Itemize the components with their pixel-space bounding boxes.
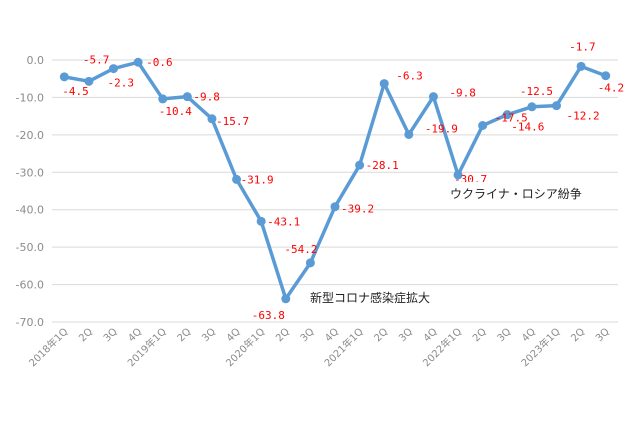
data-point [281,294,291,304]
data-label: -54.2 [284,243,317,256]
data-point [502,110,512,120]
data-label: -9.8 [449,87,476,100]
data-point [551,101,561,111]
data-point [453,170,463,180]
data-label: -31.9 [241,173,274,186]
data-point [330,202,340,212]
y-tick-label: -70.0 [16,316,44,329]
data-point [576,61,586,71]
data-label: -15.7 [216,115,249,128]
y-tick-label: -30.0 [16,166,44,179]
data-point [478,121,488,130]
data-label: -6.3 [396,70,423,83]
y-tick-label: -60.0 [16,279,44,292]
annotation-box [440,182,600,206]
data-label: -2.3 [108,77,134,90]
data-point [84,76,94,86]
data-point [182,92,192,102]
y-tick-label: -40.0 [16,204,44,217]
data-label: -28.1 [366,159,399,172]
data-label: -12.2 [566,110,599,123]
data-point [207,114,217,124]
data-point [133,57,143,67]
data-point [305,258,315,268]
series-group [59,57,611,304]
data-point [428,92,438,102]
data-point [601,71,611,81]
data-label: -12.5 [520,85,553,98]
data-point [379,79,389,89]
data-label: -19.9 [425,122,458,135]
data-label: -63.8 [252,309,285,322]
y-tick-label: -50.0 [16,241,44,254]
data-point [355,160,365,170]
y-tick-label: 0.0 [27,54,45,67]
annotation-box [300,286,450,310]
data-label: -4.5 [62,85,89,98]
data-point [109,64,119,74]
data-point [256,216,266,226]
y-tick-label: -10.0 [16,91,44,104]
gridlines [52,59,618,323]
data-label: -10.4 [159,105,192,118]
data-point [232,174,242,184]
annotations: 新型コロナ感染症拡大 ウクライナ・ロシア紛争 [300,182,600,310]
data-label: -4.2 [598,82,625,95]
data-label: -39.2 [341,203,374,216]
data-label: -14.6 [511,121,544,134]
data-label: -1.7 [569,40,596,53]
annotation-text: ウクライナ・ロシア紛争 [450,186,582,201]
data-point [527,102,537,112]
data-label: -5.7 [83,53,110,66]
data-point [59,72,69,82]
data-point [158,94,168,104]
data-label: -9.8 [193,91,220,104]
annotation-text: 新型コロナ感染症拡大 [310,290,430,305]
y-tick-label: -20.0 [16,129,44,142]
data-label: -43.1 [267,215,300,228]
data-label: -0.6 [146,56,173,69]
data-label: -17.5 [495,112,528,125]
data-point [404,129,414,139]
y-tick-labels: 0.0 -10.0 -20.0 -30.0 -40.0 -50.0 -60.0 -70.0 [16,54,44,329]
